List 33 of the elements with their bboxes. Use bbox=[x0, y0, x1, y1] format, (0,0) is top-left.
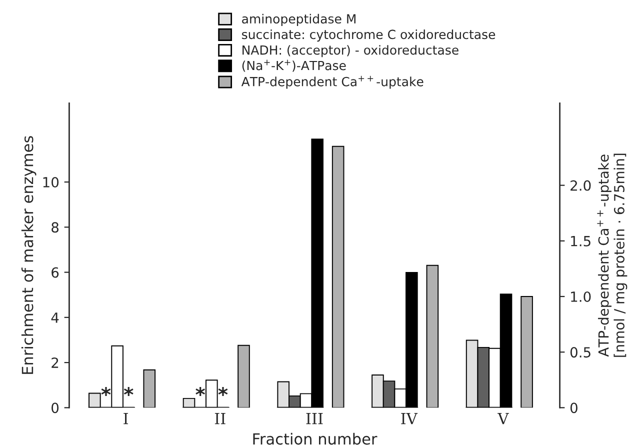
y-tick-label: 4 bbox=[51, 312, 59, 323]
bar bbox=[238, 344, 250, 408]
legend-label: (Na$^{+}$-K$^{+}$)-ATPase bbox=[242, 60, 346, 72]
annotation: * bbox=[196, 386, 206, 396]
x-tick-label: III bbox=[306, 413, 323, 424]
annotation: * bbox=[101, 386, 111, 396]
annotation: * bbox=[218, 386, 228, 396]
y2-axis-title: ATP-dependent Ca$^{++}$-uptake [nmol / mg protein · 6.75min] bbox=[597, 154, 628, 357]
y-tick-label: 0 bbox=[52, 402, 59, 414]
x-tick-label: IV bbox=[401, 413, 418, 424]
y2-tick-label: 1.5 bbox=[571, 236, 590, 246]
x-axis-title: Fraction number bbox=[253, 432, 378, 445]
legend-label: NADH: (acceptor) - oxidoreductase bbox=[242, 45, 458, 58]
legend-label: succinate: cytochrome C oxidoreductase bbox=[242, 29, 496, 42]
y2-tick-label: 2.0 bbox=[570, 180, 591, 191]
bar bbox=[426, 264, 439, 408]
x-tick-label: I bbox=[124, 413, 128, 424]
y2-tick-label: 0 bbox=[570, 402, 578, 414]
y-tick-label: 8 bbox=[52, 222, 59, 233]
x-tick-label: V bbox=[498, 413, 509, 424]
y-tick-label: 6 bbox=[52, 267, 59, 278]
y-tick-label: 2 bbox=[52, 358, 58, 368]
y-axis-title: Enrichment of marker enzymes bbox=[21, 136, 36, 374]
legend-label: ATP-dependent Ca$^{++}$-uptake bbox=[241, 76, 424, 89]
x-tick-label: II bbox=[214, 413, 226, 424]
y2-tick-label: 0.5 bbox=[570, 347, 590, 358]
legend-label: aminopeptidase M bbox=[242, 14, 356, 26]
bar bbox=[520, 296, 533, 408]
bar bbox=[332, 146, 344, 408]
bar bbox=[143, 369, 156, 408]
y2-tick-label: 1.0 bbox=[571, 291, 591, 302]
y-tick-label: 10 bbox=[43, 176, 59, 188]
annotation: * bbox=[124, 386, 134, 396]
